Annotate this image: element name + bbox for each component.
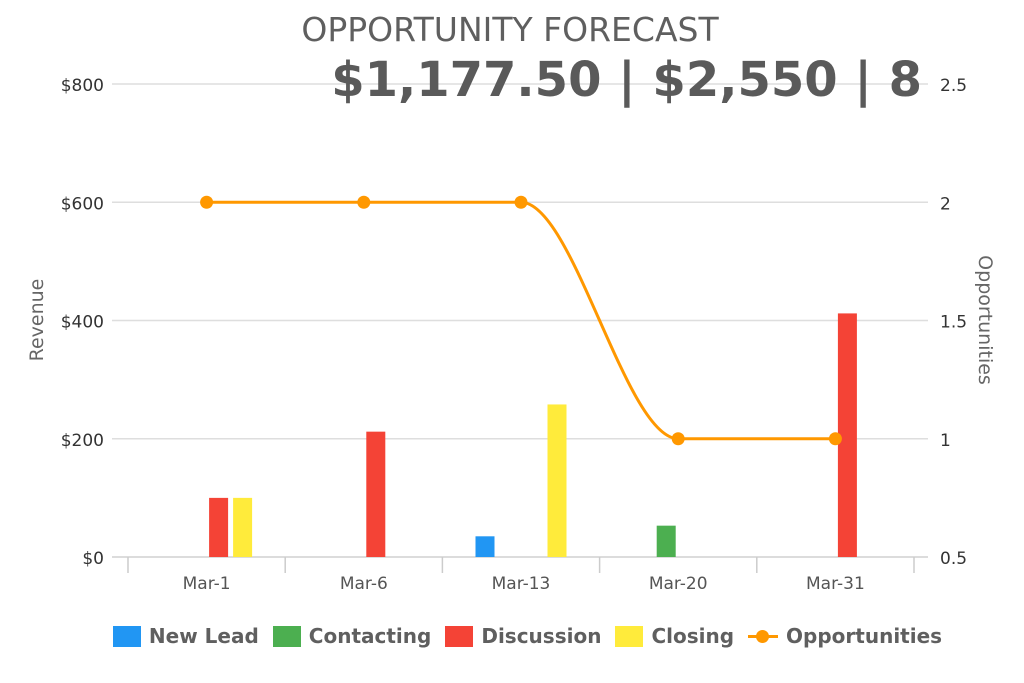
y2-tick-label: 1 — [940, 431, 951, 451]
y2-tick-label: 1.5 — [940, 313, 967, 333]
legend-item-closing[interactable]: Closing — [615, 624, 734, 648]
legend-label-new-lead: New Lead — [148, 624, 259, 648]
x-tick-label: Mar-20 — [649, 574, 708, 594]
x-tick-label: Mar-13 — [492, 574, 551, 594]
legend-item-discussion[interactable]: Discussion — [445, 624, 601, 648]
bar-contacting — [656, 525, 676, 557]
y-tick-label: $400 — [61, 313, 104, 333]
point-opportunities — [514, 195, 528, 209]
y2-axis-title: Opportunities — [974, 255, 996, 385]
legend-item-new-lead[interactable]: New Lead — [112, 624, 259, 648]
legend-swatch-new-lead — [112, 625, 141, 647]
bar-closing — [233, 497, 253, 557]
chart-legend: New Lead Contacting Discussion Closing O… — [0, 624, 1024, 648]
y2-tick-label: 0.5 — [940, 549, 967, 569]
bar-discussion — [209, 497, 229, 557]
point-opportunities — [200, 195, 214, 209]
legend-swatch-contacting — [272, 625, 301, 647]
legend-label-discussion: Discussion — [481, 624, 602, 648]
x-tick-label: Mar-31 — [806, 574, 865, 594]
y-tick-label: $800 — [61, 76, 104, 96]
y-axis-title: Revenue — [26, 279, 48, 362]
y-tick-label: $600 — [61, 194, 104, 214]
y2-tick-label: 2.5 — [940, 76, 967, 96]
legend-item-contacting[interactable]: Contacting — [272, 624, 432, 648]
y-tick-label: $200 — [61, 431, 104, 451]
legend-label-contacting: Contacting — [308, 624, 432, 648]
y2-tick-label: 2 — [940, 194, 951, 214]
bar-discussion — [366, 431, 386, 557]
y-tick-label: $0 — [82, 549, 104, 569]
point-opportunities — [671, 432, 685, 446]
legend-item-opportunities[interactable]: Opportunities — [748, 624, 942, 648]
bar-closing — [547, 404, 567, 557]
legend-swatch-opportunities — [748, 626, 779, 647]
chart-title: OPPORTUNITY FORECAST — [301, 10, 719, 49]
chart-subtitle: $1,177.50 | $2,550 | 8 — [331, 52, 922, 108]
legend-swatch-discussion — [445, 625, 474, 647]
bar-new-lead — [475, 536, 495, 557]
x-tick-label: Mar-1 — [183, 574, 231, 594]
bar-discussion — [837, 313, 857, 557]
x-tick-label: Mar-6 — [340, 574, 388, 594]
legend-swatch-closing — [615, 625, 644, 647]
point-opportunities — [828, 432, 842, 446]
line-opportunities — [206, 200, 836, 441]
legend-label-closing: Closing — [651, 624, 735, 648]
point-opportunities — [357, 195, 371, 209]
legend-label-opportunities: Opportunities — [786, 624, 943, 648]
